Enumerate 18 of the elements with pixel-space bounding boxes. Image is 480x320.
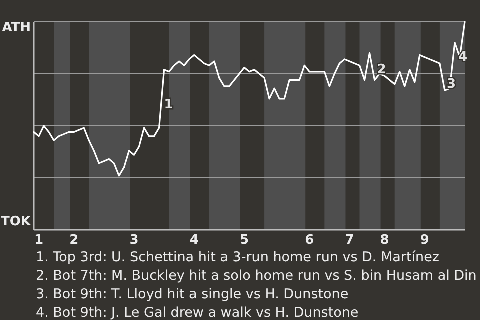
x-tick-label: 7 [345, 233, 354, 248]
x-tick-label: 6 [305, 233, 314, 248]
text: 3. Bot 9th: T. Lloyd hit a single vs H. Dunstone [36, 286, 349, 303]
text: 4. Bot 9th: J. Le Gal drew a walk vs H. Dunstone [36, 305, 359, 320]
text: ATH [2, 20, 31, 36]
x-tick-label: 2 [70, 233, 79, 248]
x-tick-label: 1 [34, 233, 44, 248]
x-tick-label: 8 [380, 233, 390, 248]
x-tick-label: 5 [240, 233, 250, 248]
annotation: 1 [164, 98, 174, 113]
text: TOK [1, 214, 32, 230]
x-tick-label: 4 [190, 233, 199, 248]
annotation: 4 [458, 50, 468, 65]
text: 1. Top 3rd: U. Schettina hit a 3-run home run vs D. Martínez [36, 250, 440, 266]
x-tick-label: 9 [420, 233, 430, 248]
x-tick-label: 3 [130, 233, 139, 248]
text: 2. Bot 7th: M. Buckley hit a solo home run vs S. bin Husam al Din [36, 268, 477, 284]
annotation: 2 [377, 62, 386, 78]
